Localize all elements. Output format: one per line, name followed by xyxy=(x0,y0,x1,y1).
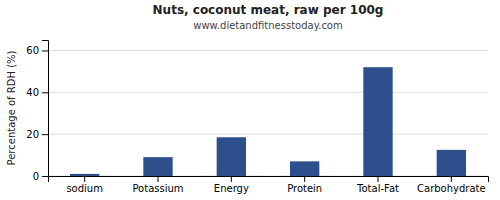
x-tick: Total-Fat xyxy=(356,176,399,194)
grid xyxy=(48,50,488,176)
x-tick-mark xyxy=(231,176,232,182)
x-tick: Potassium xyxy=(132,176,183,194)
chart-svg: Nuts, coconut meat, raw per 100g www.diet… xyxy=(0,0,500,200)
x-tick: sodium xyxy=(66,176,103,194)
x-tick-label: Carbohydrate xyxy=(417,183,486,194)
bar xyxy=(70,174,99,176)
y-tick-mark xyxy=(42,134,48,135)
y-tick-label: 60 xyxy=(26,45,39,56)
x-tick-label: Total-Fat xyxy=(356,183,399,194)
y-tick-label: 0 xyxy=(33,171,39,182)
y-axis: 0 20 40 60 xyxy=(26,41,48,182)
x-tick: Energy xyxy=(214,176,249,194)
x-tick-label: Protein xyxy=(287,183,322,194)
y-tick-label: 40 xyxy=(26,87,39,98)
x-tick-label: sodium xyxy=(66,183,103,194)
grid-line xyxy=(48,92,488,93)
x-tick: Protein xyxy=(287,176,322,194)
y-tick: 20 xyxy=(26,129,48,140)
bar xyxy=(290,161,319,176)
plot: sodium Potassium Energy Protein Total-Fat Car… xyxy=(26,41,488,195)
x-tick-mark xyxy=(158,176,159,182)
x-tick-label: Energy xyxy=(214,183,249,194)
bar xyxy=(363,67,392,176)
y-axis-title: Percentage of RDH (%) xyxy=(6,50,17,165)
bar xyxy=(217,137,246,176)
y-tick: 40 xyxy=(26,87,48,98)
bar xyxy=(437,150,466,176)
x-tick: Carbohydrate xyxy=(417,176,486,194)
bar xyxy=(143,157,172,176)
grid-line xyxy=(48,134,488,135)
x-axis: sodium Potassium Energy Protein Total-Fat Car… xyxy=(49,176,489,194)
bars xyxy=(70,67,466,176)
x-axis-line xyxy=(49,177,489,183)
x-tick-mark xyxy=(84,176,85,182)
x-tick-mark xyxy=(304,176,305,182)
y-tick-mark xyxy=(42,176,48,177)
x-tick-label: Potassium xyxy=(132,183,183,194)
x-tick-mark xyxy=(378,176,379,182)
y-axis-line xyxy=(42,41,49,177)
chart-container: Nuts, coconut meat, raw per 100g www.diet… xyxy=(0,0,500,200)
y-tick: 0 xyxy=(33,171,48,182)
title: Nuts, coconut meat, raw per 100g xyxy=(153,3,384,17)
y-tick-mark xyxy=(42,50,48,51)
y-tick-mark xyxy=(42,92,48,93)
y-tick: 60 xyxy=(26,45,48,56)
x-tick-mark xyxy=(451,176,452,182)
y-tick-label: 20 xyxy=(26,129,39,140)
grid-line xyxy=(48,50,488,51)
subtitle: www.dietandfitnesstoday.com xyxy=(193,20,342,31)
